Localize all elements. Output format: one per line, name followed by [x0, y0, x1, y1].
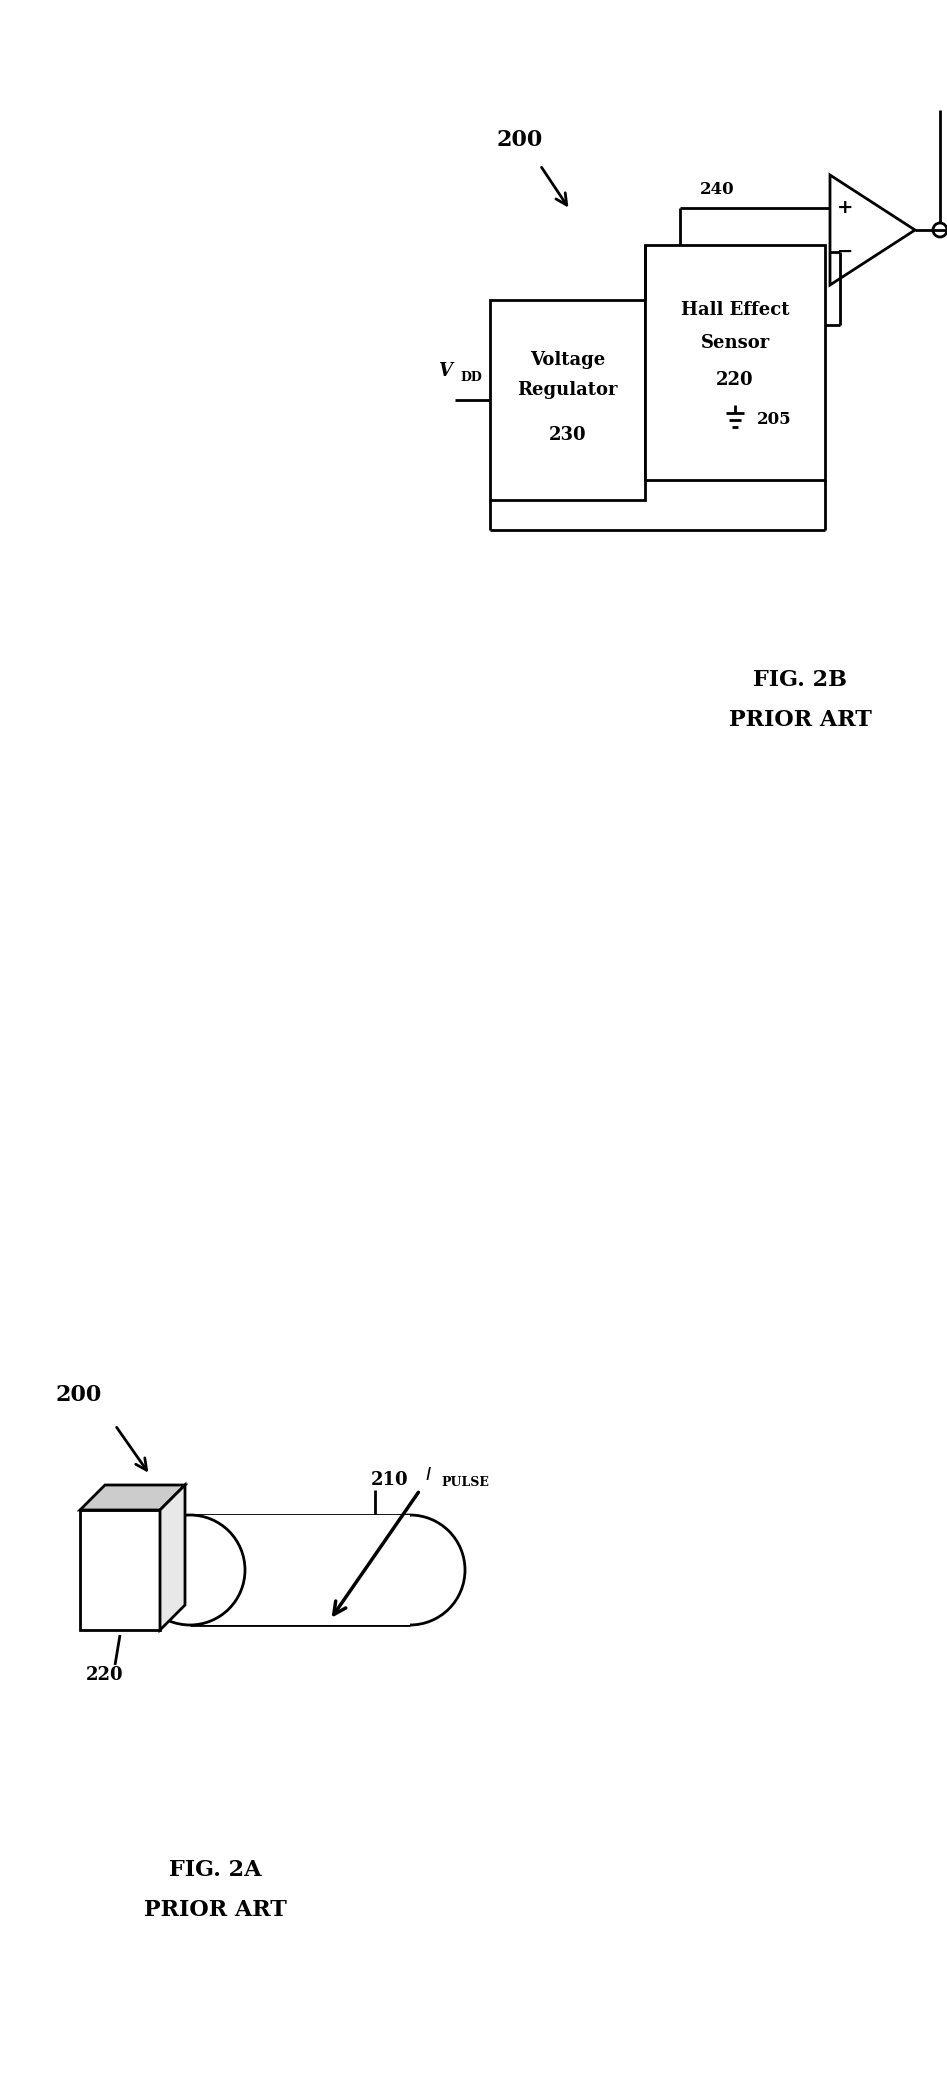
Bar — [490, 300, 645, 500]
Text: FIG. 2A: FIG. 2A — [169, 1858, 261, 1881]
Bar — [645, 246, 825, 479]
Text: +: + — [837, 200, 853, 217]
Text: 230: 230 — [548, 427, 586, 444]
Ellipse shape — [355, 1514, 465, 1625]
Text: 200: 200 — [497, 129, 544, 150]
Text: FIG. 2B: FIG. 2B — [753, 669, 847, 692]
Text: −: − — [837, 244, 853, 260]
Text: 205: 205 — [757, 412, 792, 429]
Text: Regulator: Regulator — [517, 381, 617, 400]
Text: 240: 240 — [700, 181, 735, 198]
Text: 220: 220 — [86, 1666, 124, 1683]
Text: $I$: $I$ — [425, 1466, 432, 1483]
Text: Voltage: Voltage — [530, 352, 605, 369]
Text: 210: 210 — [371, 1471, 409, 1489]
Bar — [80, 1510, 160, 1631]
Text: Hall Effect: Hall Effect — [681, 302, 789, 319]
Text: V: V — [438, 362, 452, 379]
Text: DD: DD — [460, 371, 482, 383]
Polygon shape — [80, 1485, 185, 1510]
Text: PULSE: PULSE — [441, 1477, 489, 1489]
Text: 220: 220 — [716, 371, 754, 390]
Text: PRIOR ART: PRIOR ART — [144, 1900, 286, 1921]
Polygon shape — [160, 1485, 185, 1631]
Ellipse shape — [135, 1514, 245, 1625]
Text: 200: 200 — [55, 1383, 101, 1406]
Text: Sensor: Sensor — [701, 333, 770, 352]
Text: PRIOR ART: PRIOR ART — [728, 708, 871, 731]
Bar — [190, 1514, 410, 1625]
